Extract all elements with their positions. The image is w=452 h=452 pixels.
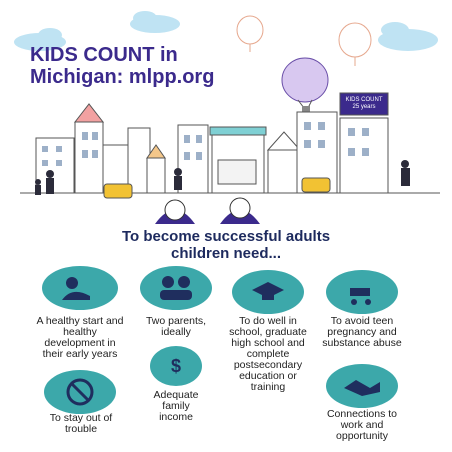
billboard-text: 25 years — [352, 104, 376, 110]
purple-balloon — [281, 57, 329, 112]
clouds — [14, 11, 438, 51]
people — [35, 160, 410, 195]
title-line: Michigan: mlpp.org — [30, 66, 215, 88]
title: KIDS COUNT in Michigan: mlpp.org — [30, 44, 214, 88]
car — [103, 183, 133, 199]
heading-line: children need... — [170, 245, 282, 262]
city — [20, 92, 440, 194]
need-label: Connections to work and opportunity — [326, 408, 398, 442]
windows — [42, 122, 369, 166]
need-label: To stay out of trouble — [49, 412, 113, 435]
need-label: Adequate family income — [153, 389, 199, 423]
need-label: To avoid teen pregnancy and substance ab… — [322, 315, 402, 349]
billboard-text: KIDS COUNT — [345, 97, 383, 103]
need-label: To do well in school, graduate high scho… — [229, 315, 307, 393]
faces — [155, 197, 260, 224]
balloons — [236, 15, 372, 66]
need-label: Two parents, ideally — [145, 315, 207, 338]
need-label: A healthy start and healthy development … — [36, 315, 124, 360]
svg-text:$: $ — [171, 356, 181, 376]
title-line: KIDS COUNT in — [30, 44, 178, 66]
heading-line: To become successful adults — [121, 228, 331, 245]
heading: To become successful adults children nee… — [0, 228, 452, 262]
car — [301, 177, 331, 193]
icons: $ — [62, 276, 380, 406]
